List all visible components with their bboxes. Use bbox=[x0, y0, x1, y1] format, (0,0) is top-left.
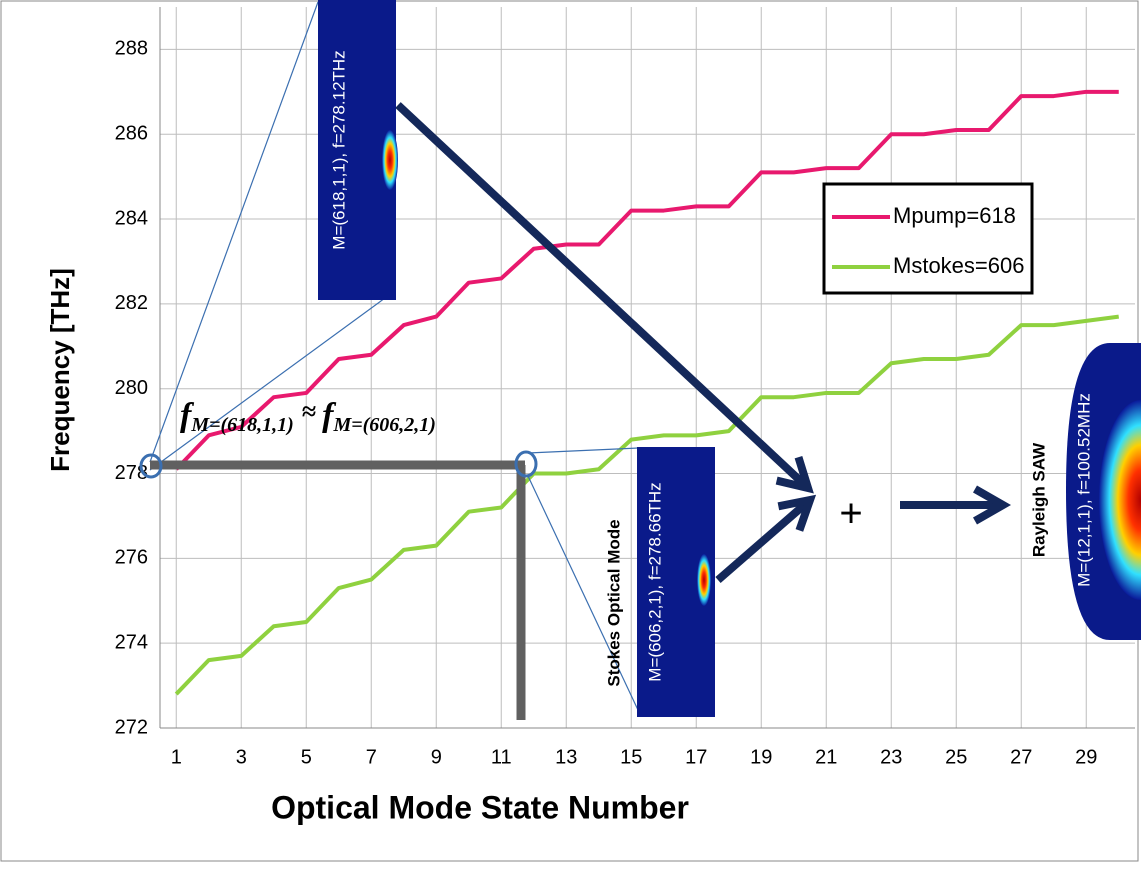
pump-inset: M=(618,1,1), f=278.12THz bbox=[318, 0, 398, 300]
stokes-inset: M=(606,2,1), f=278.66THz bbox=[637, 447, 715, 717]
x-tick-label: 15 bbox=[620, 746, 642, 768]
x-tick-label: 17 bbox=[685, 746, 707, 768]
saw-title: Rayleigh SAW bbox=[1029, 442, 1048, 557]
x-axis-title: Optical Mode State Number bbox=[271, 789, 689, 825]
page: {"chart_data": {"type": "line", "xlabel"… bbox=[0, 0, 1141, 871]
x-tick-label: 7 bbox=[366, 746, 377, 768]
y-tick-label: 288 bbox=[115, 38, 148, 60]
formula-part: M=(606,2,1) bbox=[332, 414, 436, 436]
legend-label: Mstokes=606 bbox=[893, 253, 1024, 278]
chart: 2722742762782802822842862881357911131517… bbox=[0, 0, 1141, 871]
x-tick-label: 9 bbox=[431, 746, 442, 768]
x-tick-label: 19 bbox=[750, 746, 772, 768]
plus-sign: + bbox=[839, 492, 862, 536]
x-tick-label: 13 bbox=[555, 746, 577, 768]
mode-field bbox=[697, 554, 711, 606]
mode-field bbox=[382, 130, 398, 190]
legend-label: Mpump=618 bbox=[893, 203, 1016, 228]
y-tick-label: 282 bbox=[115, 292, 148, 314]
x-tick-label: 27 bbox=[1010, 746, 1032, 768]
stokes-title: Stokes Optical Mode bbox=[604, 519, 623, 686]
y-tick-label: 280 bbox=[115, 377, 148, 399]
formula-part: M=(618,1,1) bbox=[190, 414, 294, 436]
y-axis-title: Frequency [THz] bbox=[45, 268, 75, 472]
x-tick-label: 11 bbox=[491, 746, 512, 768]
x-tick-label: 25 bbox=[945, 746, 967, 768]
inset-label: M=(606,2,1), f=278.66THz bbox=[645, 482, 664, 681]
saw-inset: M=(12,1,1), f=100.52MHz bbox=[1066, 343, 1141, 640]
formula-part: ≈ bbox=[302, 397, 316, 426]
y-tick-label: 276 bbox=[115, 547, 148, 569]
inset-label: M=(618,1,1), f=278.12THz bbox=[329, 50, 348, 249]
y-tick-label: 286 bbox=[115, 123, 148, 145]
x-tick-label: 3 bbox=[236, 746, 247, 768]
inset-label: M=(12,1,1), f=100.52MHz bbox=[1074, 393, 1093, 587]
y-tick-label: 284 bbox=[115, 207, 148, 229]
x-tick-label: 5 bbox=[301, 746, 312, 768]
x-tick-label: 1 bbox=[171, 746, 182, 768]
x-tick-label: 29 bbox=[1075, 746, 1097, 768]
y-tick-label: 272 bbox=[115, 716, 148, 738]
legend: Mpump=618 Mstokes=606 bbox=[824, 184, 1032, 293]
x-tick-label: 23 bbox=[880, 746, 902, 768]
y-tick-label: 274 bbox=[115, 631, 148, 653]
x-tick-label: 21 bbox=[815, 746, 837, 768]
